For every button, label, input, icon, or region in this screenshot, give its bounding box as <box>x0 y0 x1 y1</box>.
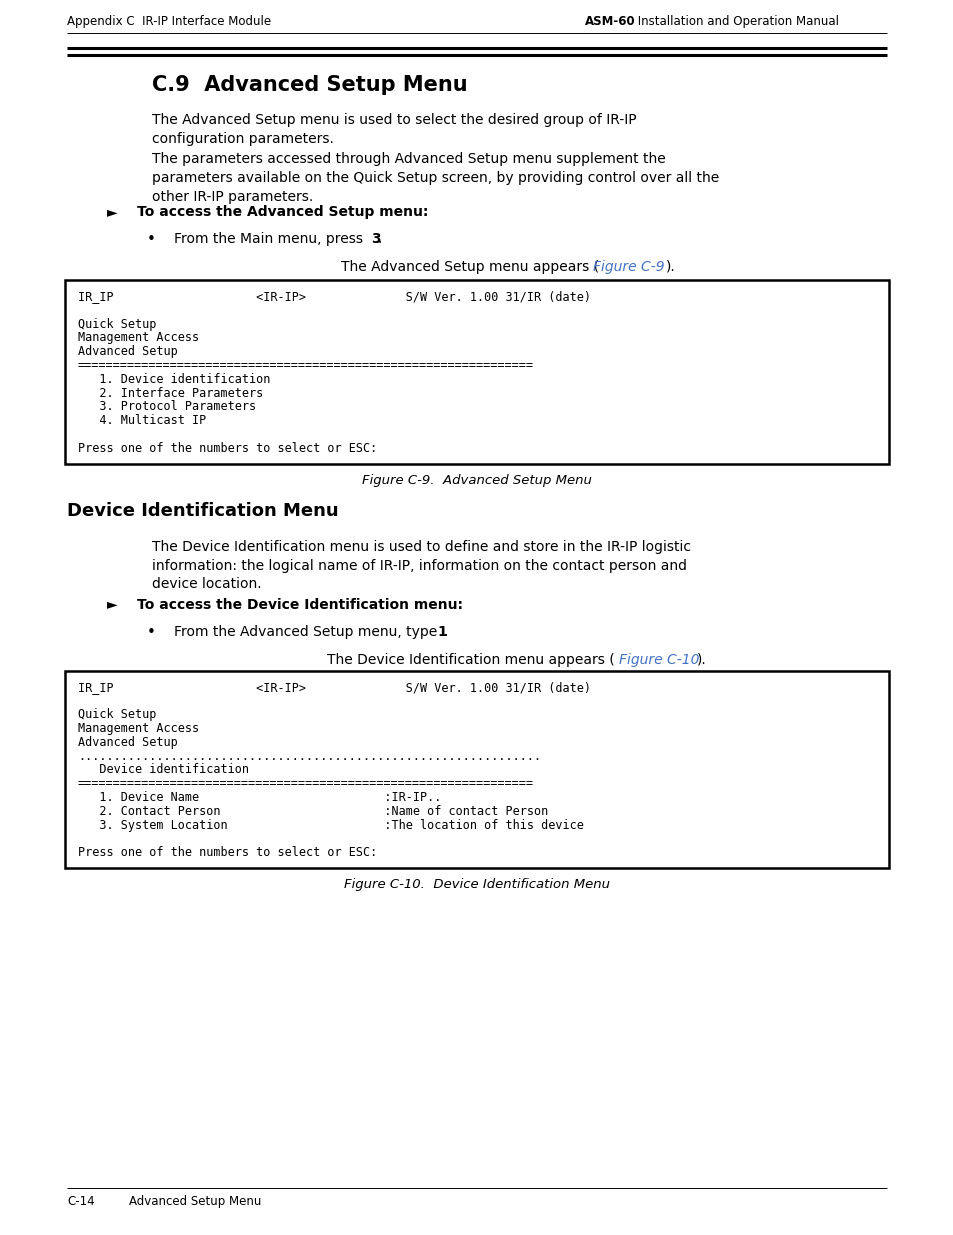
Text: Device identification: Device identification <box>78 763 249 777</box>
Text: From the Main menu, press: From the Main menu, press <box>173 232 367 246</box>
Text: Quick Setup: Quick Setup <box>78 317 156 331</box>
Text: Press one of the numbers to select or ESC:: Press one of the numbers to select or ES… <box>78 442 376 454</box>
Text: •: • <box>147 625 155 640</box>
Text: Figure C-9.  Advanced Setup Menu: Figure C-9. Advanced Setup Menu <box>362 473 591 487</box>
Text: C-14: C-14 <box>67 1195 94 1208</box>
Text: .................................................................: ........................................… <box>78 750 540 762</box>
Text: 1. Device Name                          :IR-IP..: 1. Device Name :IR-IP.. <box>78 790 441 804</box>
Text: 1: 1 <box>436 625 446 638</box>
Text: Appendix C  IR-IP Interface Module: Appendix C IR-IP Interface Module <box>67 15 271 28</box>
Text: •: • <box>147 232 155 247</box>
Text: 2. Contact Person                       :Name of contact Person: 2. Contact Person :Name of contact Perso… <box>78 805 548 818</box>
Text: 3: 3 <box>371 232 380 246</box>
Text: The Advanced Setup menu is used to select the desired group of IR-IP
configurati: The Advanced Setup menu is used to selec… <box>152 112 636 146</box>
Text: ►: ► <box>107 205 117 219</box>
Text: ►: ► <box>107 598 117 611</box>
Text: From the Advanced Setup menu, type: From the Advanced Setup menu, type <box>173 625 441 638</box>
Text: ).: ). <box>665 261 675 274</box>
Text: The Advanced Setup menu appears (: The Advanced Setup menu appears ( <box>341 261 599 274</box>
Text: Advanced Setup: Advanced Setup <box>78 346 177 358</box>
Text: To access the Advanced Setup menu:: To access the Advanced Setup menu: <box>137 205 428 219</box>
Text: IR_IP                    <IR-IP>              S/W Ver. 1.00 31/IR (date): IR_IP <IR-IP> S/W Ver. 1.00 31/IR (date) <box>78 290 590 303</box>
Text: Management Access: Management Access <box>78 331 199 345</box>
Text: Device Identification Menu: Device Identification Menu <box>67 501 338 520</box>
Text: C.9  Advanced Setup Menu: C.9 Advanced Setup Menu <box>152 75 467 95</box>
Text: ================================================================: ========================================… <box>78 777 534 790</box>
Text: The Device Identification menu appears (: The Device Identification menu appears ( <box>327 652 615 667</box>
Text: Management Access: Management Access <box>78 722 199 735</box>
Text: The Device Identification menu is used to define and store in the IR-IP logistic: The Device Identification menu is used t… <box>152 540 690 592</box>
Text: 3. Protocol Parameters: 3. Protocol Parameters <box>78 400 255 414</box>
Text: Advanced Setup Menu: Advanced Setup Menu <box>129 1195 261 1208</box>
Text: Press one of the numbers to select or ESC:: Press one of the numbers to select or ES… <box>78 846 376 860</box>
Text: Advanced Setup: Advanced Setup <box>78 736 177 748</box>
Text: 4. Multicast IP: 4. Multicast IP <box>78 414 206 427</box>
Text: IR_IP                    <IR-IP>              S/W Ver. 1.00 31/IR (date): IR_IP <IR-IP> S/W Ver. 1.00 31/IR (date) <box>78 680 590 694</box>
Text: ASM-60: ASM-60 <box>584 15 635 28</box>
Text: Figure C-9: Figure C-9 <box>593 261 664 274</box>
Text: 2. Interface Parameters: 2. Interface Parameters <box>78 387 263 400</box>
Text: .: . <box>443 625 448 638</box>
Text: Quick Setup: Quick Setup <box>78 708 156 721</box>
FancyBboxPatch shape <box>65 671 888 868</box>
Text: ================================================================: ========================================… <box>78 359 534 372</box>
FancyBboxPatch shape <box>65 280 888 463</box>
Text: The parameters accessed through Advanced Setup menu supplement the
parameters av: The parameters accessed through Advanced… <box>152 152 719 204</box>
Text: ).: ). <box>696 652 705 667</box>
Text: To access the Device Identification menu:: To access the Device Identification menu… <box>137 598 462 611</box>
Text: 1. Device identification: 1. Device identification <box>78 373 270 385</box>
Text: Installation and Operation Manual: Installation and Operation Manual <box>634 15 838 28</box>
Text: Figure C-10.  Device Identification Menu: Figure C-10. Device Identification Menu <box>344 878 609 890</box>
Text: Figure C-10: Figure C-10 <box>618 652 700 667</box>
Text: 3. System Location                      :The location of this device: 3. System Location :The location of this… <box>78 819 583 831</box>
Text: .: . <box>377 232 382 246</box>
